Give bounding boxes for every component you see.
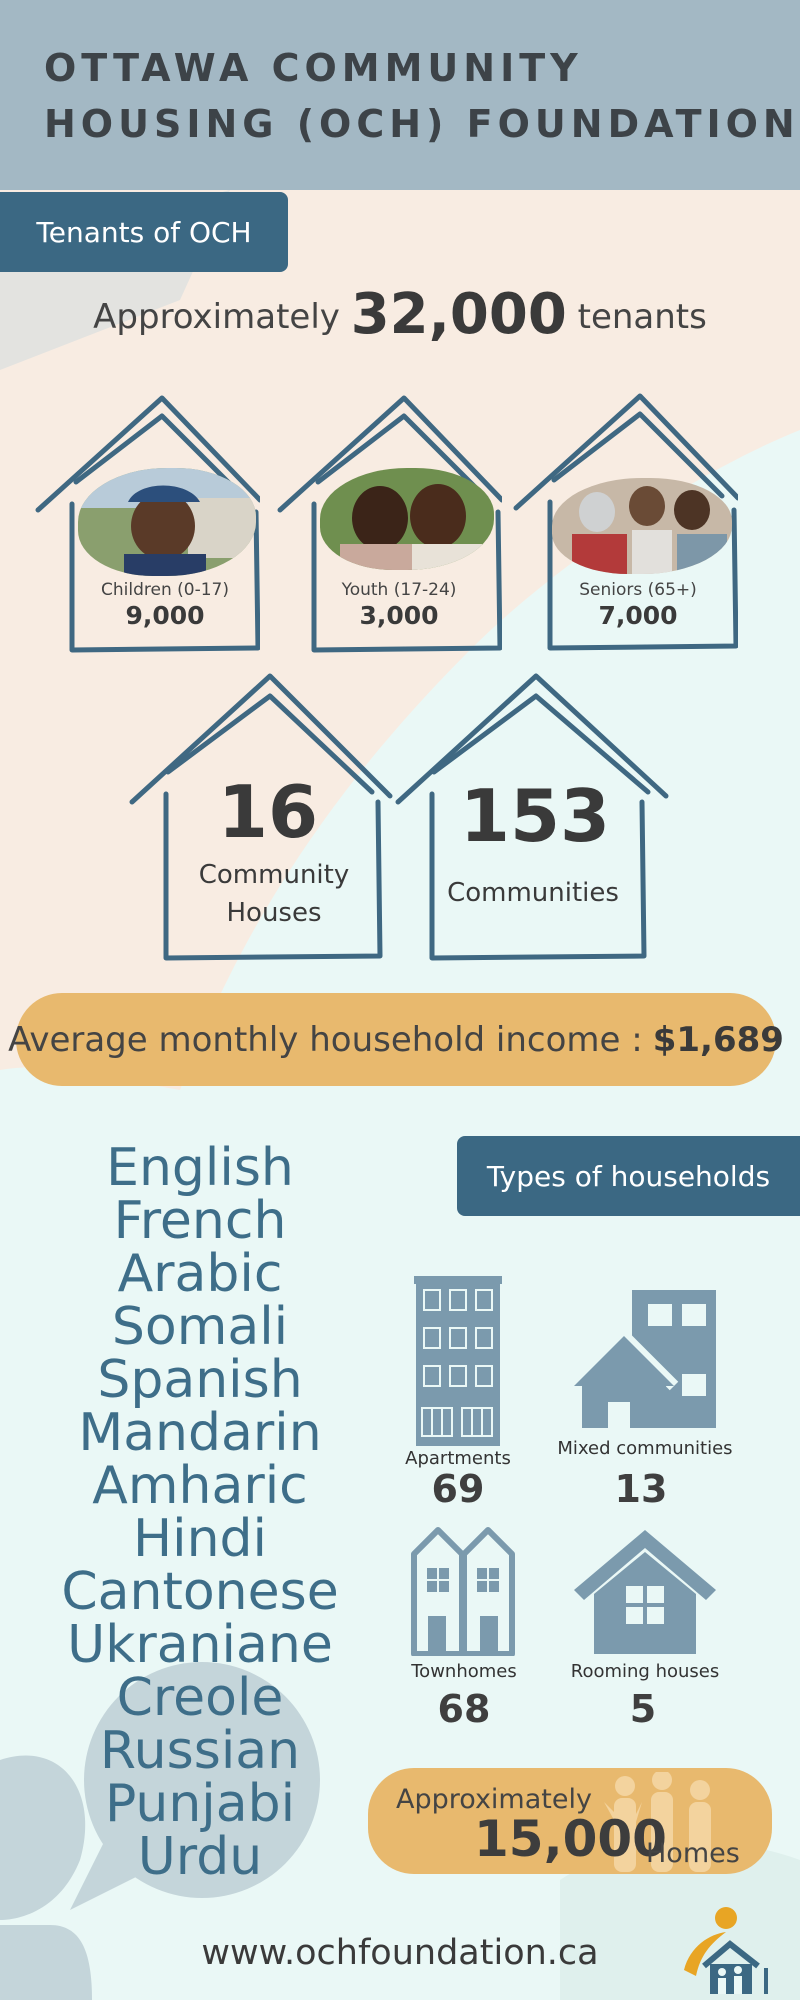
house-outline-icon [129, 673, 393, 961]
tenant-total-prefix: Approximately [93, 297, 340, 337]
seniors-label: Seniors (65+) [579, 580, 697, 600]
language-item: Punjabi [104, 1774, 296, 1834]
languages-list: English French Arabic Somali Spanish Man… [40, 1142, 360, 1884]
house-outline-icon [277, 395, 502, 653]
apartments-label: Apartments [405, 1448, 511, 1469]
language-item: Hindi [133, 1509, 267, 1569]
homes-banner: Approximately 15,000 Homes [368, 1768, 772, 1874]
homes-prefix: Approximately [396, 1784, 592, 1815]
title-line-2: HOUSING (OCH) FOUNDATION [44, 102, 800, 146]
townhomes-count: 68 [437, 1687, 491, 1731]
language-item: Creole [116, 1668, 284, 1728]
townhome-icon [411, 1527, 515, 1656]
language-item: Spanish [97, 1350, 303, 1410]
rooming-houses-label: Rooming houses [570, 1661, 720, 1682]
children-photo [78, 468, 256, 576]
income-label: Average monthly household income : [8, 1019, 643, 1060]
youth-label: Youth (17-24) [341, 580, 457, 600]
community-houses-count: 16 [217, 770, 319, 854]
language-item: Cantonese [61, 1562, 339, 1622]
mixed-communities-count: 13 [614, 1467, 668, 1511]
income-banner: Average monthly household income : $1,68… [8, 993, 784, 1086]
tenant-total-headline: Approximately 32,000 tenants [0, 282, 800, 347]
family-silhouette-icon [604, 1772, 711, 1872]
households-section-tab: Types of households [457, 1136, 800, 1216]
homes-count: 15,000 [474, 1810, 667, 1868]
language-item: Amharic [92, 1456, 308, 1516]
communities-label: Communities [447, 878, 619, 908]
language-item: Ukraniane [67, 1615, 333, 1675]
rooming-houses-count: 5 [629, 1687, 657, 1731]
language-item: Somali [111, 1297, 289, 1357]
language-item: Russian [99, 1721, 301, 1781]
tenant-total-suffix: tenants [577, 297, 707, 337]
mixed-community-icon [574, 1290, 716, 1428]
language-item: Urdu [137, 1827, 263, 1887]
house-outline-icon [35, 395, 260, 653]
townhomes-label: Townhomes [411, 1661, 517, 1682]
community-houses-label: Community Houses [198, 860, 350, 928]
rooming-house-icon [574, 1530, 716, 1654]
language-item: Arabic [117, 1244, 283, 1304]
house-outline-icon [395, 673, 669, 961]
income-value: $1,689 [652, 1019, 784, 1060]
children-label: Children (0-17) [101, 580, 229, 600]
tenants-section-tab: Tenants of OCH [0, 192, 288, 272]
och-foundation-logo-icon [684, 1907, 768, 1994]
website-link[interactable]: www.ochfoundation.ca [201, 1933, 599, 1973]
language-item: French [113, 1191, 287, 1251]
language-item: English [106, 1138, 294, 1198]
apartments-count: 69 [431, 1467, 485, 1511]
homes-unit: Homes [646, 1838, 740, 1869]
seniors-photo [552, 478, 732, 574]
language-item: Mandarin [78, 1403, 322, 1463]
youth-photo [320, 468, 494, 570]
house-outline-icon [513, 393, 738, 651]
children-count: 9,000 [125, 601, 205, 630]
seniors-count: 7,000 [598, 601, 678, 630]
youth-count: 3,000 [359, 601, 439, 630]
communities-count: 153 [459, 774, 611, 858]
mixed-communities-label: Mixed communities [557, 1438, 733, 1459]
apartment-building-icon [414, 1276, 502, 1446]
tenant-total-value: 32,000 [350, 282, 567, 347]
title-line-1: OTTAWA COMMUNITY [44, 46, 583, 90]
page-title: OTTAWA COMMUNITY HOUSING (OCH) FOUNDATIO… [44, 40, 800, 152]
